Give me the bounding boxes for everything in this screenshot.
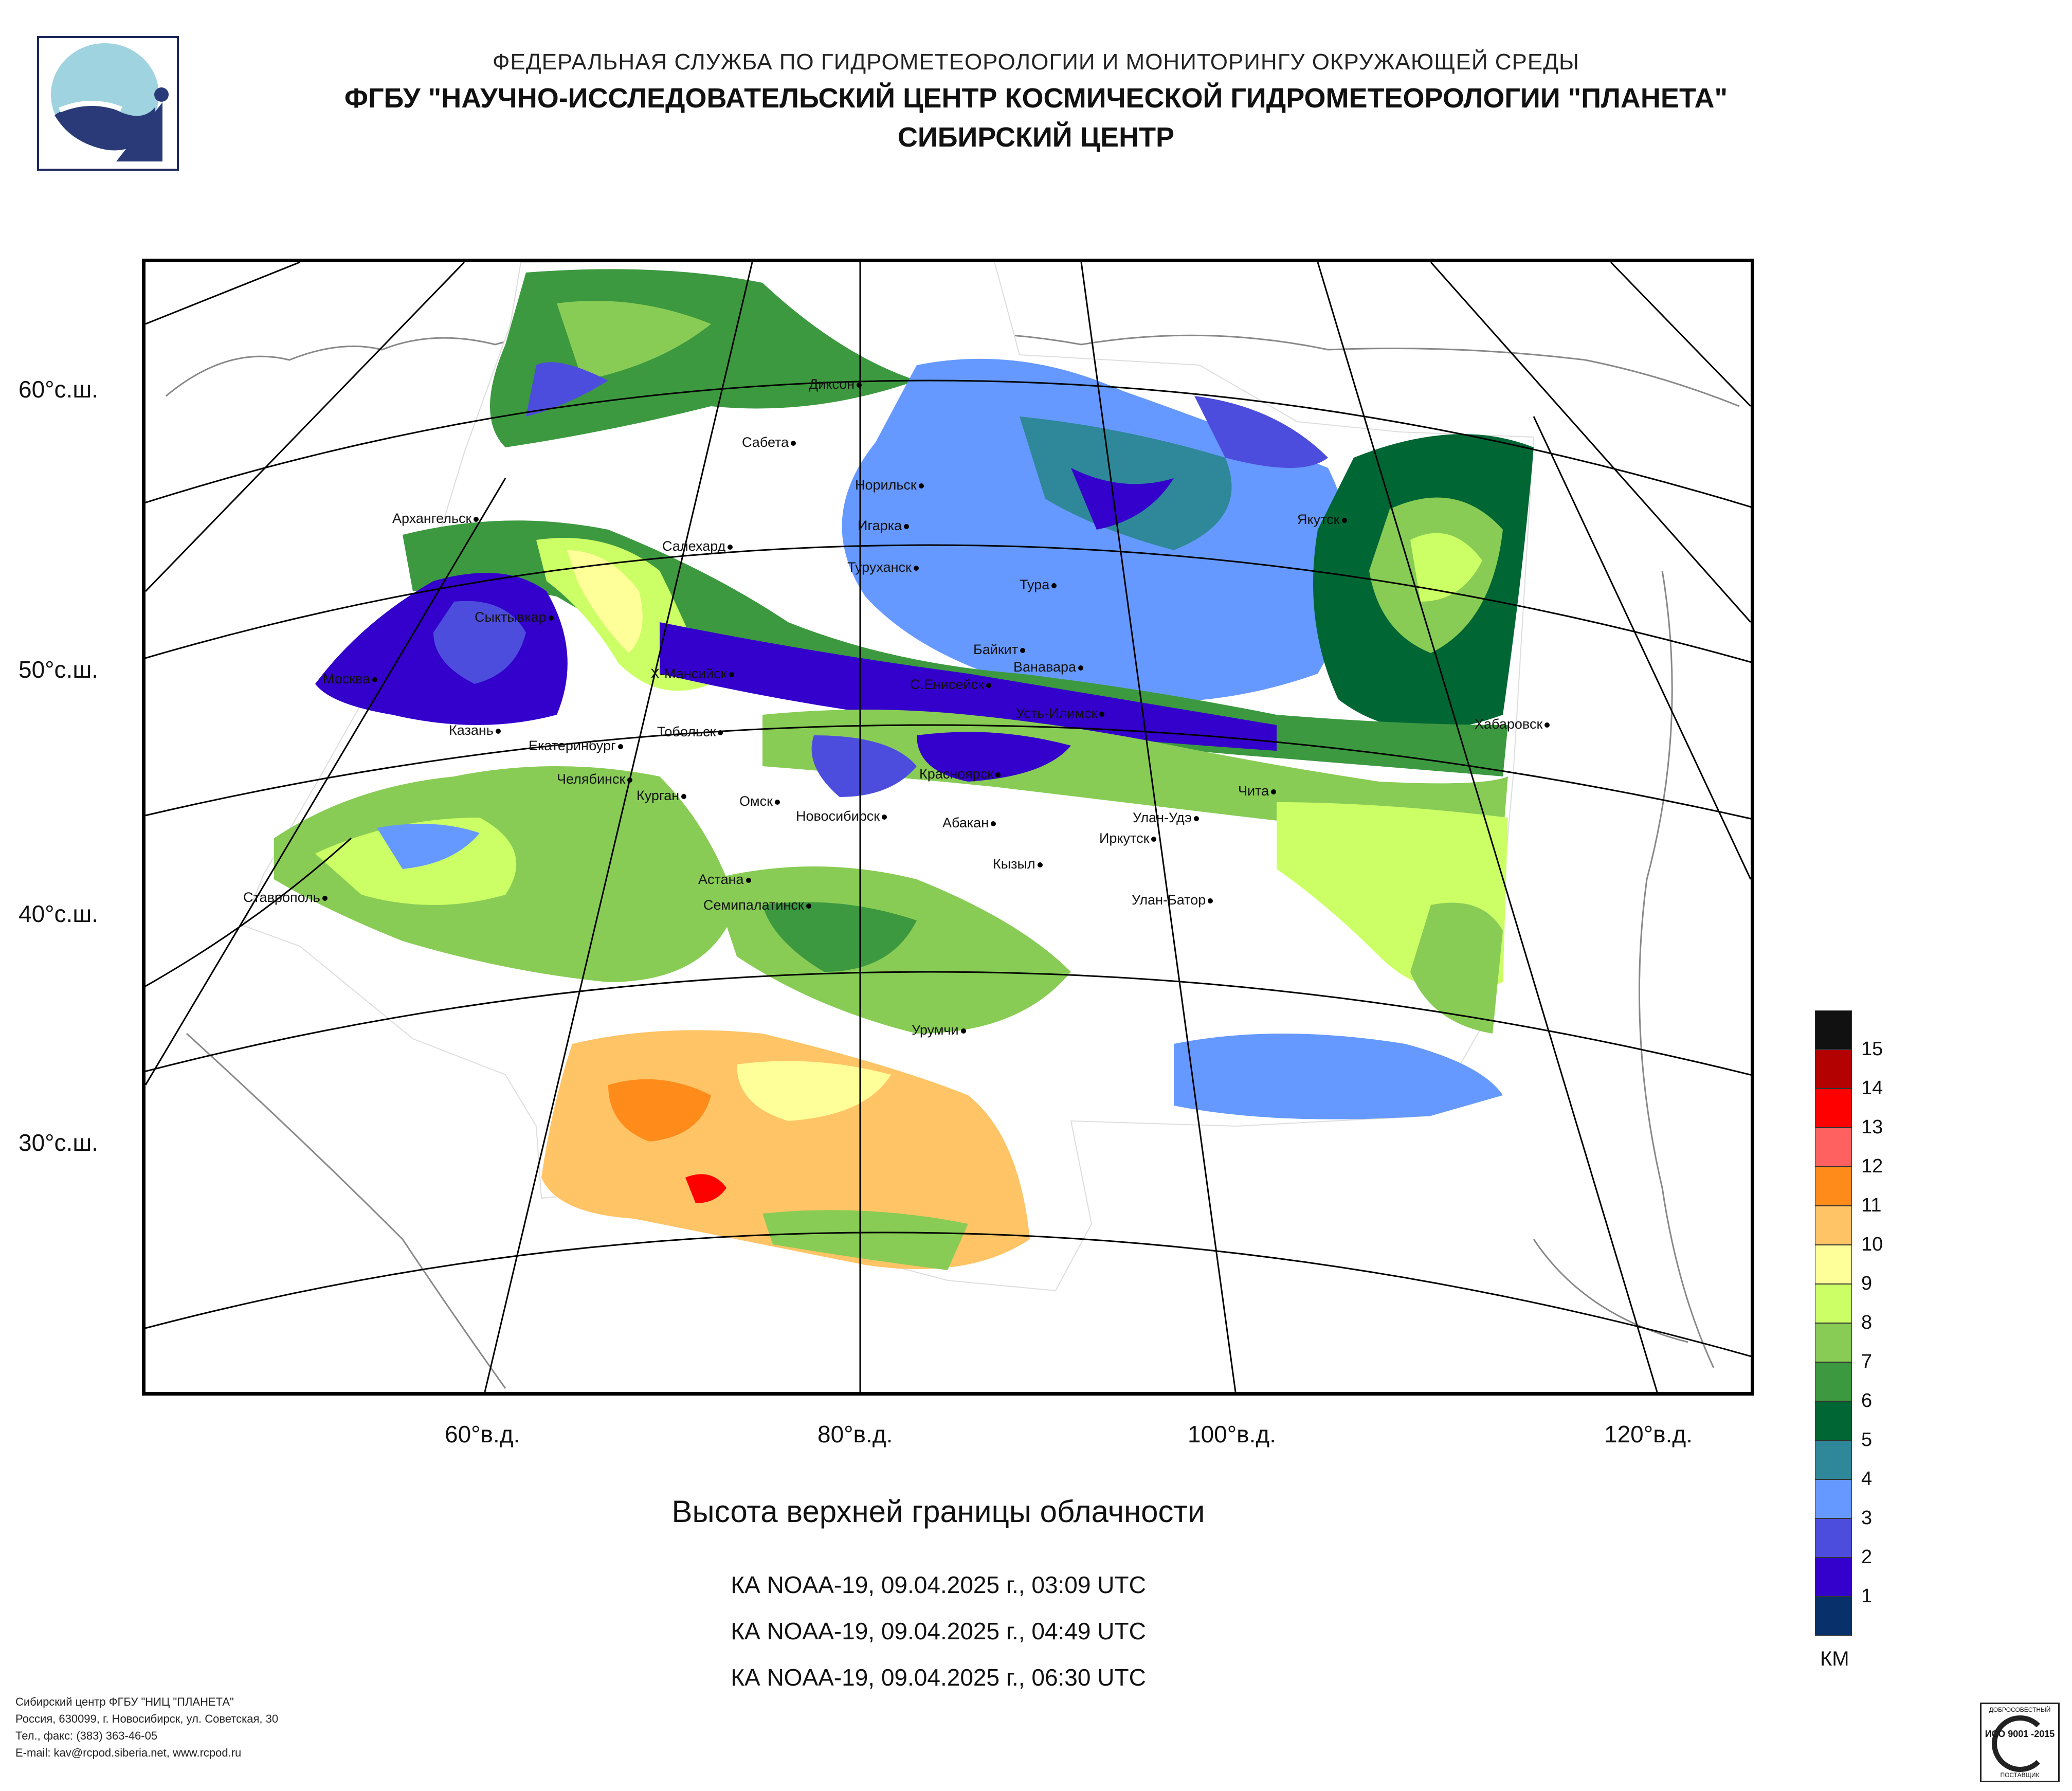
satellite-pass: КА NOAA-19, 09.04.2025 г., 03:09 UTC bbox=[731, 1571, 1146, 1598]
map-canvas bbox=[146, 262, 1751, 1392]
legend-label: 4 bbox=[1861, 1468, 1873, 1490]
city-label: Диксон bbox=[809, 376, 862, 392]
city-label: Кызыл bbox=[993, 856, 1043, 872]
city-label: Челябинск bbox=[557, 771, 633, 787]
legend-swatch bbox=[1815, 1597, 1852, 1636]
legend-swatch bbox=[1815, 1518, 1852, 1558]
planeta-emblem-icon bbox=[51, 43, 169, 161]
city-label: Москва bbox=[323, 671, 378, 687]
city-label: Туруханск bbox=[847, 559, 919, 575]
city-label: Семипалатинск bbox=[703, 897, 811, 913]
city-label: Астана bbox=[698, 872, 751, 888]
city-label: Ставрополь bbox=[243, 890, 328, 906]
legend-swatch bbox=[1815, 1558, 1852, 1597]
legend-swatch bbox=[1815, 1362, 1852, 1401]
header-agency: ФЕДЕРАЛЬНАЯ СЛУЖБА ПО ГИДРОМЕТЕОРОЛОГИИ … bbox=[493, 49, 1579, 75]
city-label: Усть-Илимск bbox=[1016, 705, 1105, 721]
legend-label: 9 bbox=[1861, 1273, 1873, 1294]
legend-label: 13 bbox=[1861, 1116, 1883, 1138]
city-label: Курган bbox=[637, 788, 687, 804]
legend-swatch bbox=[1815, 1323, 1852, 1362]
legend-swatch bbox=[1815, 1010, 1852, 1050]
city-label: Сыктывкар bbox=[475, 609, 554, 625]
legend-swatch bbox=[1815, 1440, 1852, 1479]
legend-swatch bbox=[1815, 1206, 1852, 1245]
city-label: Тобольск bbox=[657, 724, 723, 740]
city-label: Якутск bbox=[1297, 512, 1347, 528]
city-label: Ванавара bbox=[1013, 659, 1084, 675]
city-label: Новосибирск bbox=[796, 808, 887, 824]
lon-label: 80°в.д. bbox=[817, 1421, 893, 1448]
city-label: Омск bbox=[739, 793, 780, 809]
legend-swatch bbox=[1815, 1401, 1852, 1440]
legend-label: 1 bbox=[1861, 1585, 1873, 1607]
legend-label: 3 bbox=[1861, 1507, 1873, 1529]
city-label: Красноярск bbox=[919, 766, 1001, 782]
city-label: Абакан bbox=[942, 815, 996, 831]
city-label: Байкит bbox=[973, 642, 1026, 658]
map-caption: Высота верхней границы облачности bbox=[671, 1494, 1205, 1529]
city-label: Х-Мансийск bbox=[650, 666, 734, 682]
lon-label: 60°в.д. bbox=[445, 1421, 520, 1448]
legend-swatch bbox=[1815, 1050, 1852, 1089]
cert-top-text: ДОБРОСОВЕСТНЫЙ bbox=[1989, 1706, 2051, 1713]
lat-label: 60°с.ш. bbox=[19, 376, 99, 403]
city-label: Казань bbox=[449, 722, 501, 738]
city-label: Норильск bbox=[855, 477, 924, 493]
planeta-logo bbox=[37, 36, 179, 171]
city-label: Улан-Удэ bbox=[1133, 810, 1199, 826]
cloud-top-height-map: Диксон Сабета Норильск Игарка Архангельс… bbox=[142, 259, 1754, 1396]
footer-line: Россия, 630099, г. Новосибирск, ул. Сове… bbox=[15, 1712, 279, 1725]
header-center: СИБИРСКИЙ ЦЕНТР bbox=[897, 122, 1175, 153]
lon-label: 120°в.д. bbox=[1604, 1421, 1693, 1448]
lon-label: 100°в.д. bbox=[1188, 1421, 1276, 1448]
city-label: Сабета bbox=[742, 435, 796, 450]
legend-label: 7 bbox=[1861, 1351, 1873, 1372]
city-label: С.Енисейск bbox=[910, 677, 991, 693]
satellite-pass: КА NOAA-19, 09.04.2025 г., 06:30 UTC bbox=[731, 1664, 1146, 1691]
lat-label: 30°с.ш. bbox=[19, 1129, 99, 1156]
legend-label: 10 bbox=[1861, 1234, 1883, 1255]
city-label: Чита bbox=[1238, 783, 1277, 799]
legend-label: 15 bbox=[1861, 1038, 1883, 1060]
footer-line: E-mail: kav@rcpod.siberia.net, www.rcpod… bbox=[15, 1746, 242, 1759]
legend-label: 6 bbox=[1861, 1390, 1873, 1412]
city-label: Тура bbox=[1020, 577, 1057, 593]
city-label: Екатеринбург bbox=[529, 738, 623, 754]
cert-middle-text: ИСО 9001 -2015 bbox=[1985, 1729, 2055, 1739]
satellite-cloud-swath bbox=[242, 262, 1535, 1292]
footer-line: Тел., факс: (383) 363-46-05 bbox=[15, 1729, 158, 1742]
city-label: Улан-Батор bbox=[1132, 892, 1213, 908]
legend-label: 2 bbox=[1861, 1546, 1873, 1568]
legend-swatch bbox=[1815, 1284, 1852, 1323]
legend-label: 12 bbox=[1861, 1155, 1883, 1177]
lat-label: 50°с.ш. bbox=[19, 656, 99, 683]
legend-swatch bbox=[1815, 1128, 1852, 1167]
iso-certificate-badge: ДОБРОСОВЕСТНЫЙ ИСО 9001 -2015 ПОСТАВЩИК bbox=[1980, 1703, 2060, 1782]
legend-label: 8 bbox=[1861, 1312, 1873, 1333]
lat-label: 40°с.ш. bbox=[19, 900, 99, 927]
legend-unit: КМ bbox=[1820, 1648, 1849, 1670]
legend-label: 11 bbox=[1861, 1195, 1882, 1216]
satellite-pass: КА NOAA-19, 09.04.2025 г., 04:49 UTC bbox=[731, 1618, 1146, 1644]
legend-swatch bbox=[1815, 1479, 1852, 1518]
city-label: Игарка bbox=[858, 518, 910, 534]
legend-swatch bbox=[1815, 1245, 1852, 1284]
footer-line: Сибирский центр ФГБУ "НИЦ "ПЛАНЕТА" bbox=[15, 1695, 234, 1708]
legend-label: 14 bbox=[1861, 1077, 1883, 1099]
legend-swatch bbox=[1815, 1167, 1852, 1206]
city-label: Урумчи bbox=[912, 1022, 966, 1038]
legend-label: 5 bbox=[1861, 1429, 1873, 1451]
footer-contacts: Сибирский центр ФГБУ "НИЦ "ПЛАНЕТА" Росс… bbox=[15, 1693, 278, 1761]
city-label: Хабаровск bbox=[1475, 716, 1550, 732]
header-institute: ФГБУ "НАУЧНО-ИССЛЕДОВАТЕЛЬСКИЙ ЦЕНТР КОС… bbox=[344, 83, 1728, 114]
city-label: Архангельск bbox=[392, 511, 479, 527]
city-label: Иркутск bbox=[1099, 830, 1157, 846]
cert-bottom-text: ПОСТАВЩИК bbox=[2000, 1771, 2040, 1779]
graticule bbox=[146, 262, 1751, 1392]
certificate-ring-icon bbox=[1992, 1715, 2048, 1772]
color-legend bbox=[1815, 1010, 1852, 1636]
city-label: Салехард bbox=[662, 538, 733, 554]
legend-swatch bbox=[1815, 1089, 1852, 1128]
